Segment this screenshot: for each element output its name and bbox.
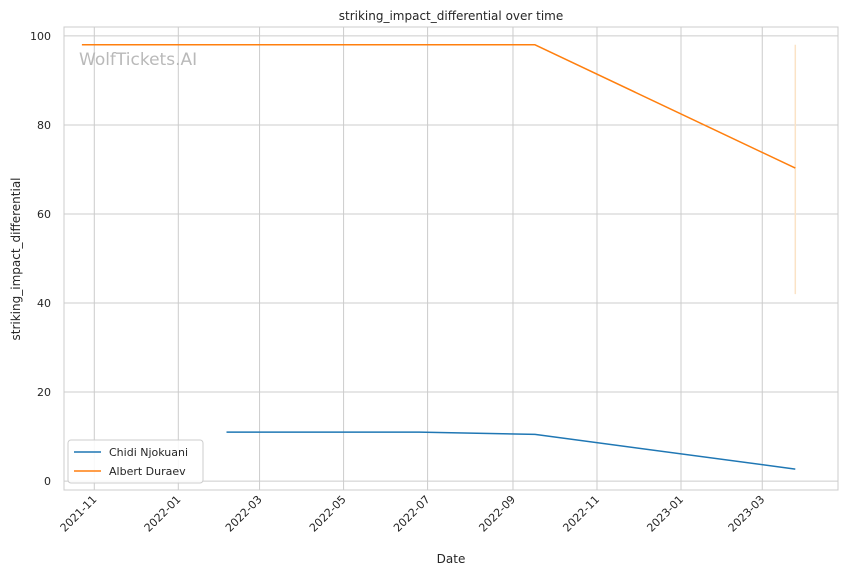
y-axis-title: striking_impact_differential bbox=[9, 177, 23, 340]
series-line-albert-duraev bbox=[81, 44, 796, 169]
legend-box bbox=[67, 439, 204, 484]
legend-label: Albert Duraev bbox=[109, 465, 186, 478]
series-lines bbox=[81, 44, 796, 470]
y-tick-label: 40 bbox=[37, 297, 51, 310]
series-line-chidi-njokuani bbox=[226, 431, 796, 470]
x-gridlines bbox=[93, 27, 763, 490]
y-tick-label: 100 bbox=[30, 30, 51, 43]
plot-area-border bbox=[63, 26, 839, 491]
legend: Chidi Njokuani Albert Duraev bbox=[67, 439, 204, 484]
y-tick-label: 80 bbox=[37, 119, 51, 132]
y-tick-label: 20 bbox=[37, 386, 51, 399]
y-gridlines bbox=[64, 35, 838, 482]
watermark: WolfTickets.AI bbox=[79, 50, 197, 70]
chart-title: striking_impact_differential over time bbox=[339, 9, 564, 23]
y-tick-label: 0 bbox=[44, 475, 51, 488]
y-tick-label: 60 bbox=[37, 208, 51, 221]
y-tick-labels: 0 20 40 60 80 100 bbox=[30, 30, 51, 488]
legend-label: Chidi Njokuani bbox=[109, 446, 188, 459]
x-axis-title: Date bbox=[437, 552, 466, 566]
